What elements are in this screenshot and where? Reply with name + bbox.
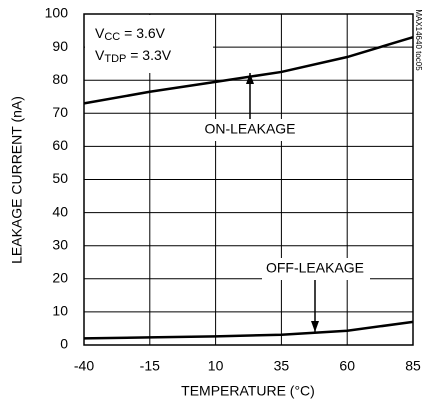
y-tick-label: 50 <box>52 170 68 186</box>
y-axis-label: LEAKAGE CURRENT (nA) <box>9 96 25 264</box>
y-tick-label: 90 <box>52 38 68 54</box>
condition: VCC = 3.6V <box>95 25 166 43</box>
series-line <box>83 320 414 340</box>
y-tick-label: 40 <box>52 203 68 219</box>
x-tick-label: 10 <box>208 358 224 374</box>
condition: VTDP = 3.3V <box>95 47 172 65</box>
figure-note: MAX14640 toc05 <box>414 9 423 71</box>
lines <box>83 35 414 340</box>
x-axis-label: TEMPERATURE (°C) <box>181 383 315 399</box>
y-tick-label: 100 <box>45 5 69 21</box>
condition-value: = 3.3V <box>126 47 171 63</box>
series-line <box>83 35 414 105</box>
plot-frame <box>83 13 414 346</box>
y-tick-label: 0 <box>60 336 68 352</box>
x-tick-label: 35 <box>274 358 290 374</box>
condition-symbol: V <box>95 25 105 41</box>
y-tick-label: 30 <box>52 236 68 252</box>
conditions-box <box>85 15 213 73</box>
callout-box <box>182 119 312 141</box>
condition-subscript: CC <box>104 31 120 43</box>
y-tick-label: 80 <box>52 71 68 87</box>
y-tick-label: 70 <box>52 104 68 120</box>
condition-subscript: TDP <box>104 53 126 65</box>
series-callout: OFF-LEAKAGE <box>266 260 364 276</box>
x-tick-label: -15 <box>140 358 160 374</box>
x-tick-label: 85 <box>405 358 421 374</box>
y-tick-label: 10 <box>52 303 68 319</box>
arrow-head <box>246 73 254 84</box>
x-tick-label: -40 <box>74 358 94 374</box>
callout-box <box>262 258 370 280</box>
arrow-head <box>311 321 319 332</box>
series-callout: ON-LEAKAGE <box>204 121 295 137</box>
y-tick-label: 20 <box>52 270 68 286</box>
condition-value: = 3.6V <box>120 25 165 41</box>
x-tick-label: 60 <box>339 358 355 374</box>
condition-symbol: V <box>95 47 105 63</box>
y-tick-label: 60 <box>52 137 68 153</box>
